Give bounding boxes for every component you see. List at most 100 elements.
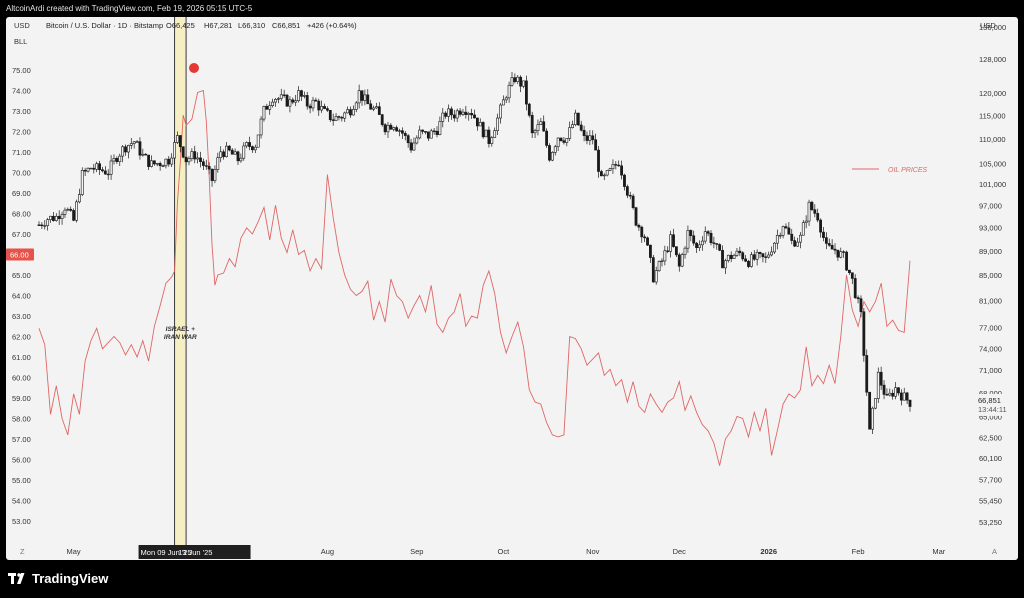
btc-candle-body (106, 173, 110, 176)
btc-candle-body (801, 222, 805, 236)
btc-candle-body (37, 224, 41, 226)
btc-candle-body (556, 137, 560, 147)
btc-candle-body (729, 254, 733, 259)
btc-candle-body (196, 157, 200, 160)
btc-candle-body (389, 124, 393, 130)
btc-candle-body (706, 231, 710, 234)
btc-candle-body (902, 392, 906, 401)
btc-candle-body (732, 255, 736, 259)
btc-candle-body (346, 109, 349, 114)
right-axis-tick: 105,000 (979, 160, 1006, 169)
btc-candle-body (527, 103, 531, 116)
btc-candle-body (617, 164, 621, 167)
btc-candle-body (715, 243, 719, 245)
btc-candle-body (98, 163, 101, 170)
left-axis-tick: 59.00 (12, 394, 31, 403)
btc-candle-body (147, 154, 150, 167)
btc-candle-body (807, 201, 811, 222)
left-axis-tick: 75.00 (12, 66, 31, 75)
btc-candle-body (677, 254, 681, 267)
btc-candle-body (623, 174, 626, 187)
right-axis-tick: 55,450 (979, 497, 1002, 506)
tradingview-logo-icon (8, 573, 25, 584)
btc-candle-body (827, 243, 831, 246)
btc-candle-body (199, 157, 202, 163)
btc-candle-body (559, 137, 563, 142)
left-axis-tick: 74.00 (12, 87, 31, 96)
btc-candle-body (354, 102, 358, 110)
btc-candle-body (539, 121, 543, 126)
btc-candle-body (819, 219, 822, 233)
right-price-badge-text: 66,851 (978, 396, 1001, 405)
btc-candle-body (793, 240, 797, 247)
right-axis-tick: 101,000 (979, 180, 1006, 189)
btc-candle-body (77, 194, 81, 203)
btc-candle-body (372, 107, 375, 110)
btc-candle-body (672, 234, 675, 247)
btc-candle-body (550, 152, 554, 161)
btc-candle-body (103, 170, 107, 175)
btc-candle-body (496, 117, 499, 131)
btc-candle-body (291, 99, 295, 103)
btc-candle-body (683, 247, 687, 255)
ohlc-close: C66,851 (272, 21, 300, 30)
btc-candle-body (490, 137, 494, 144)
btc-candle-body (201, 161, 205, 166)
btc-candle-body (375, 106, 378, 109)
btc-candle-body (542, 121, 546, 132)
btc-candle-body (600, 171, 603, 177)
btc-candle-body (271, 101, 275, 106)
btc-candle-body (251, 146, 254, 151)
btc-candle-body (115, 158, 119, 162)
legend-label-oil: OIL PRICES (888, 167, 927, 174)
btc-candle-body (141, 153, 145, 156)
btc-candle-body (862, 311, 866, 356)
btc-candle-body (522, 80, 525, 87)
btc-candle-body (747, 260, 750, 267)
btc-candle-body (698, 244, 701, 249)
btc-candle-body (398, 130, 401, 132)
btc-candle-body (340, 117, 344, 119)
btc-candle-body (634, 207, 638, 226)
btc-candle-body (873, 398, 877, 409)
btc-candle-body (576, 112, 580, 126)
btc-candle-body (403, 132, 407, 136)
right-axis-tick: 93,000 (979, 224, 1002, 233)
btc-candle-body (308, 105, 312, 109)
btc-candle-body (245, 142, 249, 147)
oil-price-line (38, 89, 911, 466)
chart-panel[interactable]: ISRAEL + IRAN WAR OIL PRICES USD BLL 75.00 74.… (6, 17, 1018, 560)
btc-candle-body (836, 249, 840, 258)
btc-candle-body (507, 84, 511, 99)
btc-candle-body (651, 257, 655, 283)
btc-candle-body (513, 77, 517, 82)
ohlc-low: L66,310 (238, 21, 265, 30)
btc-candle-body (216, 157, 220, 170)
x-range-start-label: Mon 09 Jun '25 (141, 548, 192, 557)
btc-candle-body (568, 127, 572, 139)
btc-candle-body (749, 254, 753, 267)
left-axis-tick: 60.00 (12, 374, 31, 383)
btc-candle-body (118, 155, 122, 162)
symbol-title: Bitcoin / U.S. Dollar · 1D · Bitstamp (46, 21, 163, 30)
btc-candle-body (637, 224, 641, 228)
btc-candle-body (562, 140, 566, 143)
btc-candle-body (438, 121, 442, 135)
left-axis-tick: 64.00 (12, 292, 31, 301)
right-axis-tick: 62,500 (979, 433, 1002, 442)
btc-candle-body (905, 392, 909, 401)
btc-candle-body (213, 169, 217, 181)
btc-candle-body (663, 250, 667, 262)
btc-candle-body (839, 251, 843, 258)
btc-candle-body (888, 392, 892, 396)
right-axis-tick: 71,000 (979, 366, 1002, 375)
btc-candle-body (879, 371, 883, 386)
btc-candle-body (233, 151, 237, 155)
right-axis-tick: 110,000 (979, 135, 1006, 144)
right-axis-tick: 120,000 (979, 89, 1006, 98)
price-chart[interactable]: ISRAEL +IRAN WAR OIL PRICES USD BLL 75.00 74.… (6, 17, 1018, 560)
btc-candle-body (856, 297, 860, 300)
btc-candle-body (326, 108, 329, 111)
btc-candle-body (464, 111, 468, 115)
btc-candle-body (300, 90, 303, 97)
